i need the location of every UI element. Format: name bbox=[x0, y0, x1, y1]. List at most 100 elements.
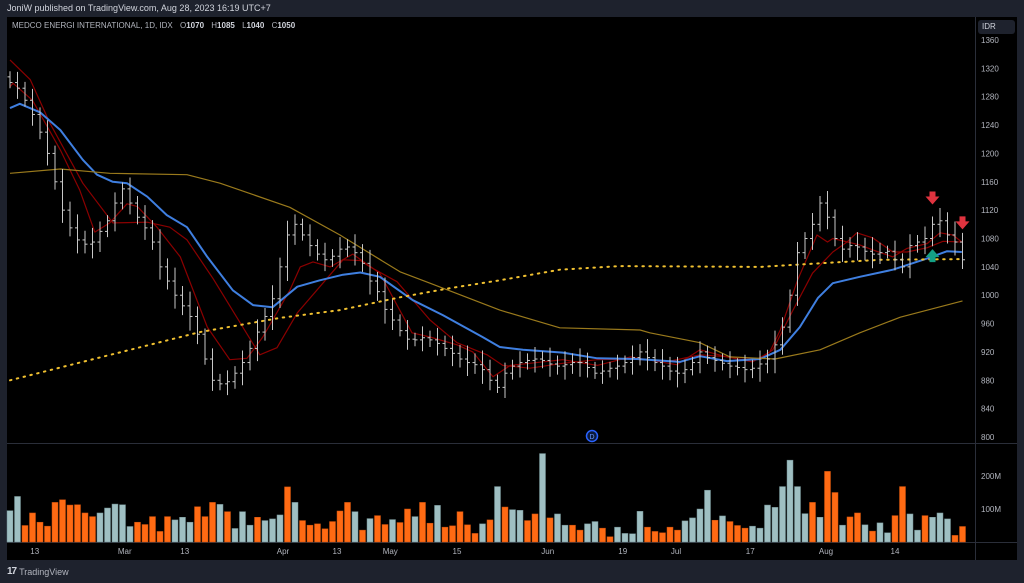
volume-bar-down bbox=[134, 521, 141, 543]
ohlc-bar bbox=[247, 340, 253, 371]
volume-bar-down bbox=[464, 524, 471, 543]
volume-bar-up bbox=[756, 527, 764, 543]
ohlc-bar bbox=[615, 354, 620, 380]
volume-bar-up bbox=[269, 518, 276, 543]
ohlc-bar bbox=[270, 285, 275, 330]
ohlc-bar bbox=[930, 216, 935, 247]
ohlc-bar bbox=[840, 225, 845, 262]
time-tick-label: 15 bbox=[453, 547, 462, 556]
volume-bar-up bbox=[126, 526, 134, 543]
volume-bar-down bbox=[321, 528, 329, 543]
ohlc-bar bbox=[142, 205, 148, 240]
price-tick-label: 1280 bbox=[981, 93, 999, 102]
volume-bar-up bbox=[111, 503, 119, 543]
volume-bar-down bbox=[374, 515, 381, 543]
volume-bar-up bbox=[614, 526, 621, 543]
ohlc-bar bbox=[795, 242, 800, 306]
ohlc-bar bbox=[915, 234, 920, 253]
ohlc-bar bbox=[817, 195, 823, 232]
ohlc-bar bbox=[180, 285, 185, 316]
volume-bar-down bbox=[284, 486, 291, 543]
volume-bar-down bbox=[606, 536, 614, 543]
volume-bar-up bbox=[366, 518, 374, 543]
ohlc-bar bbox=[172, 267, 178, 309]
volume-tick-label: 200M bbox=[981, 472, 1001, 481]
volume-bar-up bbox=[876, 522, 884, 543]
ohlc-bar bbox=[742, 354, 748, 383]
volume-bar-up bbox=[6, 510, 14, 543]
currency-button[interactable]: IDR bbox=[978, 20, 1015, 34]
ohlc-bar bbox=[772, 330, 778, 374]
price-tick-label: 1000 bbox=[981, 291, 999, 300]
volume-bar-up bbox=[561, 524, 569, 543]
volume-bar-up bbox=[719, 515, 726, 543]
time-tick-label: 13 bbox=[30, 547, 39, 556]
ohlc-bar bbox=[592, 361, 598, 379]
volume-bar-up bbox=[914, 529, 921, 543]
volume-bar-down bbox=[329, 521, 336, 543]
dividend-marker-icon bbox=[585, 429, 599, 443]
volume-bar-down bbox=[711, 519, 719, 543]
volume-bar-up bbox=[261, 520, 269, 543]
ohlc-bar bbox=[495, 374, 500, 394]
volume-bar-down bbox=[194, 506, 201, 543]
volume-bar-down bbox=[51, 502, 59, 543]
ohlc-bar bbox=[697, 341, 703, 374]
volume-bar-down bbox=[141, 524, 149, 543]
volume-bar-up bbox=[104, 507, 111, 543]
ohlc-bar bbox=[585, 352, 590, 378]
volume-bar-up bbox=[231, 528, 239, 543]
ohlc-bar bbox=[30, 88, 35, 126]
ohlc-bar bbox=[52, 145, 58, 190]
ohlc-bar bbox=[7, 71, 13, 89]
volume-bar-up bbox=[906, 513, 914, 543]
volume-bar-up bbox=[839, 524, 846, 543]
volume-bar-down bbox=[809, 502, 816, 543]
sell-signal-down-arrow-icon bbox=[925, 191, 940, 205]
volume-bar-down bbox=[899, 486, 906, 543]
volume-bar-down bbox=[824, 471, 831, 543]
time-tick-label: Aug bbox=[819, 547, 833, 556]
ohlc-bar bbox=[780, 317, 785, 355]
low-value: L1040 bbox=[242, 21, 265, 30]
volume-bar-up bbox=[816, 517, 824, 543]
ohlc-bar bbox=[150, 220, 155, 250]
volume-bar-up bbox=[14, 496, 21, 543]
ohlc-bar bbox=[240, 350, 245, 386]
volume-bar-down bbox=[659, 532, 666, 543]
ohlc-bar bbox=[637, 344, 643, 366]
volume-bar-down bbox=[546, 517, 554, 543]
time-tick-label: 19 bbox=[618, 547, 627, 556]
ohlc-bar bbox=[112, 192, 118, 232]
time-tick-label: May bbox=[383, 547, 398, 556]
volume-bar-up bbox=[944, 518, 951, 543]
volume-bar-down bbox=[891, 515, 899, 543]
ohlc-bar bbox=[277, 257, 283, 308]
ohlc-bar bbox=[510, 359, 515, 380]
volume-bar-up bbox=[801, 513, 809, 543]
time-tick-label: 17 bbox=[746, 547, 755, 556]
volume-bar-down bbox=[209, 502, 216, 543]
volume-bar-up bbox=[186, 521, 194, 543]
volume-bar-up bbox=[179, 517, 186, 543]
ohlc-bar bbox=[855, 232, 860, 261]
volume-bar-down bbox=[314, 523, 321, 543]
volume-bar-down bbox=[396, 522, 404, 543]
ohlc-bar bbox=[67, 201, 73, 237]
volume-bar-up bbox=[929, 517, 936, 543]
symbol-title: MEDCO ENERGI INTERNATIONAL, 1D, IDX bbox=[12, 21, 173, 30]
ohlc-bar bbox=[757, 350, 763, 382]
ohlc-bar bbox=[487, 359, 493, 391]
volume-bar-down bbox=[149, 516, 156, 543]
volume-bar-up bbox=[291, 502, 299, 543]
price-tick-label: 1080 bbox=[981, 235, 999, 244]
volume-bar-up bbox=[411, 516, 419, 543]
ohlc-bar bbox=[765, 349, 770, 374]
tradingview-logo-icon: 17 bbox=[7, 566, 17, 577]
price-tick-label: 1360 bbox=[981, 36, 999, 45]
ohlc-bar bbox=[412, 332, 418, 347]
ohlc-bar bbox=[37, 107, 43, 140]
volume-bar-down bbox=[921, 515, 929, 543]
volume-bar-down bbox=[156, 531, 164, 543]
